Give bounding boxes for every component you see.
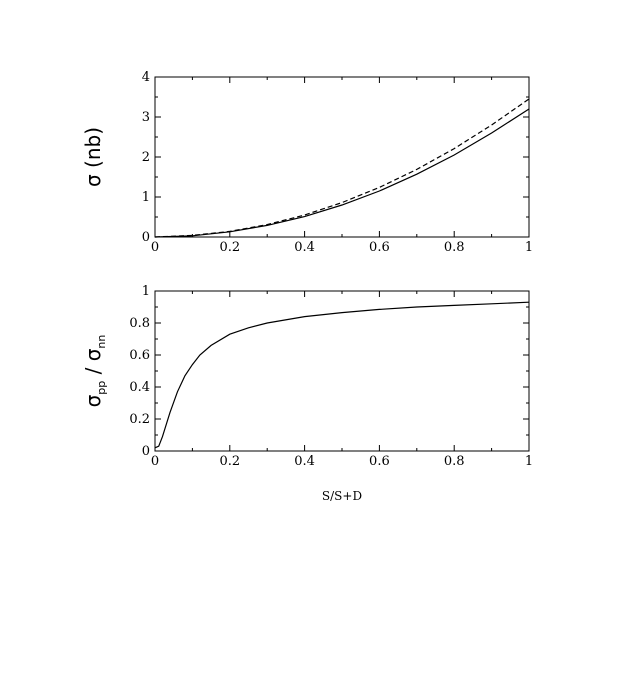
x-ticks: 0 0.2 0.4 0.6 0.8 1 bbox=[151, 77, 533, 255]
bottom-panel: 0 0.2 0.4 0.6 0.8 1 00.20.40.60.81 σpp / σnn … bbox=[81, 284, 533, 503]
ylabel-sub-nn: nn bbox=[95, 335, 108, 349]
ylabel-sigma-1: σ bbox=[81, 394, 105, 407]
y-tick-label: 0.4 bbox=[129, 380, 150, 395]
y-tick-label: 1 bbox=[142, 284, 150, 299]
series-lines bbox=[154, 98, 530, 238]
x-tick-label: 0.8 bbox=[444, 240, 465, 255]
series-line-dashed bbox=[154, 98, 530, 238]
ylabel-slash-sigma: / σ bbox=[81, 348, 105, 380]
y-ticks: 0 0.2 0.4 0.6 0.8 1 bbox=[129, 284, 529, 459]
y-tick-label: 0 bbox=[142, 230, 150, 245]
y-tick-label: 0.8 bbox=[129, 316, 150, 331]
x-tick-label: 0.8 bbox=[444, 454, 465, 469]
y-ticks: 0 1 2 3 4 bbox=[142, 70, 529, 245]
y-axis-label: σ (nb) bbox=[81, 127, 105, 187]
y-axis-label: σpp / σnn bbox=[81, 335, 108, 408]
x-tick-label: 1 bbox=[525, 240, 533, 255]
plot-frame bbox=[154, 76, 530, 238]
ylabel-sub-pp: pp bbox=[95, 381, 108, 395]
x-ticks: 0 0.2 0.4 0.6 0.8 1 bbox=[151, 291, 533, 469]
y-tick-label: 2 bbox=[142, 150, 150, 165]
x-tick-label: 0.2 bbox=[219, 240, 240, 255]
x-tick-label: 0.2 bbox=[219, 454, 240, 469]
y-tick-label: 3 bbox=[142, 110, 150, 125]
y-tick-label: 4 bbox=[142, 70, 150, 85]
x-tick-label: 0 bbox=[151, 240, 159, 255]
y-tick-label: 0.6 bbox=[129, 348, 150, 363]
y-tick-label: 1 bbox=[142, 190, 150, 205]
x-tick-label: 0.4 bbox=[294, 454, 315, 469]
y-tick-label: 0 bbox=[142, 444, 150, 459]
series-line-solid bbox=[154, 108, 530, 238]
x-axis-label: S/S+D bbox=[322, 489, 362, 503]
x-tick-label: 0.6 bbox=[369, 240, 390, 255]
x-tick-label: 0 bbox=[151, 454, 159, 469]
top-panel: 0 0.2 0.4 0.6 0.8 1 0 1 2 3 4 σ (nb) bbox=[81, 70, 533, 255]
series-line-solid bbox=[154, 301, 530, 449]
x-tick-label: 0.6 bbox=[369, 454, 390, 469]
series-lines bbox=[154, 301, 530, 449]
x-tick-label: 1 bbox=[525, 454, 533, 469]
plot-frame bbox=[154, 290, 530, 452]
y-tick-label: 0.2 bbox=[129, 412, 150, 427]
x-tick-label: 0.4 bbox=[294, 240, 315, 255]
